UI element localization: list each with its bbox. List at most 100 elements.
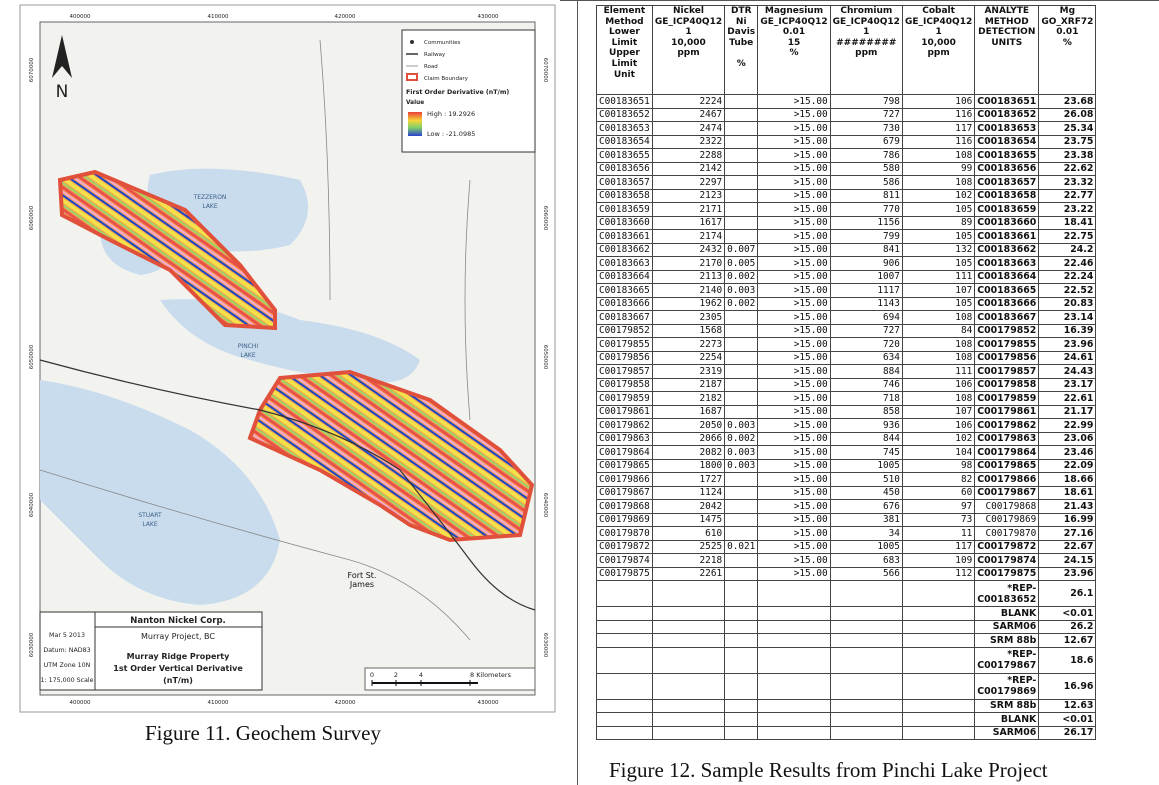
qc-row: BLANK <0.01 (596, 712, 1097, 727)
cell: 586 (829, 175, 903, 190)
header-cell: ANALYTE METHOD DETECTION UNITS (974, 5, 1040, 95)
cell: 117 (901, 539, 976, 554)
legend-item: Road (424, 64, 438, 70)
cell: >15.00 (757, 215, 831, 230)
cell (724, 175, 759, 190)
cell: 22.24 (1038, 269, 1097, 284)
scale-box (364, 667, 536, 691)
cell: 2261 (651, 566, 726, 581)
coord-label: 6030000 (29, 632, 35, 657)
cell: 1568 (651, 323, 726, 338)
cell (724, 485, 759, 500)
legend-symbol (410, 40, 414, 44)
cell: 2066 (651, 431, 726, 446)
cell: >15.00 (757, 418, 831, 433)
cell: 23.68 (1038, 94, 1097, 109)
cell (724, 323, 759, 338)
place-label: Fort St. (348, 571, 377, 580)
cell: 566 (829, 566, 903, 581)
cell: 21.43 (1038, 499, 1097, 514)
cell: >15.00 (757, 323, 831, 338)
cell: C00179868 (596, 499, 653, 514)
cell: 99 (901, 161, 976, 176)
cell: C00183658 (974, 188, 1040, 203)
cell: 89 (901, 215, 976, 230)
cell: 22.62 (1038, 161, 1097, 176)
empty-cell (596, 672, 653, 700)
cell: 23.96 (1038, 337, 1097, 352)
data-row: C00183664 2113 0.002 >15.00 1007 111 C00183664… (596, 269, 1097, 284)
cell: C00183658 (596, 188, 653, 203)
empty-cell (757, 725, 831, 740)
cell: >15.00 (757, 121, 831, 136)
empty-cell (651, 698, 726, 713)
cell: C00179869 (974, 512, 1040, 527)
cell: 132 (901, 242, 976, 257)
cell: 105 (901, 202, 976, 217)
cell: 23.46 (1038, 445, 1097, 460)
cell: 102 (901, 188, 976, 203)
cell: *REP- C00179867 (974, 646, 1040, 674)
cell: >15.00 (757, 458, 831, 473)
empty-cell (829, 606, 903, 621)
empty-cell (829, 633, 903, 648)
cell (724, 310, 759, 325)
empty-cell (596, 646, 653, 674)
data-row: C00179858 2187 >15.00 746 106 C00179858 23.17 (596, 377, 1097, 392)
cell: 111 (901, 364, 976, 379)
cell: 2297 (651, 175, 726, 190)
cell: 745 (829, 445, 903, 460)
cell: 2113 (651, 269, 726, 284)
cell: 23.14 (1038, 310, 1097, 325)
data-row: C00183657 2297 >15.00 586 108 C00183657 23.32 (596, 175, 1097, 190)
header-cell: Nickel GE_ICP40Q12 1 10,000 ppm (651, 5, 726, 95)
empty-cell (724, 725, 759, 740)
cell: 108 (901, 148, 976, 163)
data-row: C00183662 2432 0.007 >15.00 841 132 C00183662 2… (596, 242, 1097, 257)
data-row: C00179868 2042 >15.00 676 97 C00179868 21.43 (596, 499, 1097, 514)
cell: 770 (829, 202, 903, 217)
cell: C00179857 (596, 364, 653, 379)
qc-row: SRM 88b 12.63 (596, 698, 1097, 713)
cell: >15.00 (757, 202, 831, 217)
cell: 23.32 (1038, 175, 1097, 190)
empty-cell (596, 698, 653, 713)
header-row: Element Method Lower Limit Upper Limit U… (596, 5, 1097, 95)
legend-label: Value (406, 100, 424, 106)
empty-cell (651, 633, 726, 648)
map-figure: 400000 410000 420000 430000 400000 410000 4200… (19, 4, 556, 713)
cell: 2273 (651, 337, 726, 352)
cell (724, 512, 759, 527)
cell: C00179861 (596, 404, 653, 419)
cell: C00179866 (974, 472, 1040, 487)
cell: 798 (829, 94, 903, 109)
cell: C00183667 (974, 310, 1040, 325)
header-cell: Mg GO_XRF72 0.01 % (1038, 5, 1097, 95)
cell: C00183664 (974, 269, 1040, 284)
cell: C00179867 (596, 485, 653, 500)
cell: >15.00 (757, 553, 831, 568)
qc-row: SRM 88b 12.67 (596, 633, 1097, 648)
cell: C00179863 (974, 431, 1040, 446)
cell: 106 (901, 418, 976, 433)
legend-title: First Order Derivative (nT/m) (406, 89, 509, 96)
data-row: C00179867 1124 >15.00 450 60 C00179867 18.61 (596, 485, 1097, 500)
title-block-text: Mar 5 2013 (49, 632, 85, 639)
cell: 1962 (651, 296, 726, 311)
cell: >15.00 (757, 107, 831, 122)
cell: 108 (901, 175, 976, 190)
cell: >15.00 (757, 283, 831, 298)
cell: 23.96 (1038, 566, 1097, 581)
coord-label: 6060000 (29, 205, 35, 230)
cell: C00183655 (596, 148, 653, 163)
cell: C00183660 (596, 215, 653, 230)
legend-label: High : 19.2926 (427, 110, 475, 118)
qc-row: *REP- C00179869 16.96 (596, 672, 1097, 700)
place-label: LAKE (240, 352, 256, 359)
data-row: C00183667 2305 >15.00 694 108 C00183667 23.14 (596, 310, 1097, 325)
data-row: C00179866 1727 >15.00 510 82 C00179866 18.66 (596, 472, 1097, 487)
title-block-text: UTM Zone 10N (44, 662, 91, 669)
empty-cell (829, 698, 903, 713)
legend-item: Claim Boundary (424, 76, 469, 82)
scale-label: 4 (419, 671, 423, 679)
